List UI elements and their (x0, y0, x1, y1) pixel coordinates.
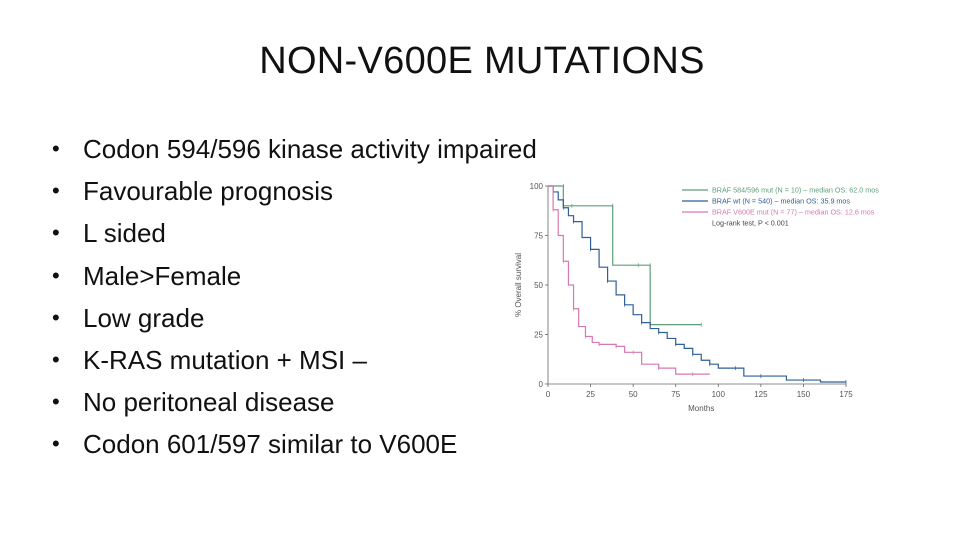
bullet-text: No peritoneal disease (83, 387, 335, 418)
bullet-item: • Codon 601/597 similar to V600E (52, 423, 537, 465)
x-tick-label: 75 (671, 390, 680, 399)
y-tick-label: 50 (534, 281, 543, 290)
bullet-list: • Codon 594/596 kinase activity impaired … (52, 128, 537, 466)
y-tick-label: 100 (530, 182, 544, 191)
x-tick-label: 125 (754, 390, 768, 399)
x-tick-label: 150 (797, 390, 811, 399)
y-tick-label: 75 (534, 232, 543, 241)
x-tick-label: 50 (629, 390, 638, 399)
bullet-icon: • (52, 389, 60, 415)
bullet-text: L sided (83, 218, 166, 249)
series-line-1 (548, 185, 702, 326)
x-tick-label: 0 (546, 390, 551, 399)
bullet-item: • Male>Female (52, 255, 537, 297)
legend-label-3: BRAF V600E mut (N = 77) – median OS: 12.… (712, 208, 875, 217)
y-axis-title: % Overall survival (514, 253, 523, 317)
legend-label-2: BRAF wt (N = 540) – median OS: 35.9 mos (712, 197, 850, 206)
bullet-item: • K-RAS mutation + MSI – (52, 339, 537, 381)
bullet-item: • Codon 594/596 kinase activity impaired (52, 128, 537, 170)
bullet-text: Codon 601/597 similar to V600E (83, 429, 458, 460)
y-tick-label: 25 (534, 331, 543, 340)
logrank-annotation: Log-rank test, P < 0.001 (712, 219, 789, 228)
bullet-item: • No peritoneal disease (52, 381, 537, 423)
bullet-item: • L sided (52, 212, 537, 254)
survival-chart: 0 25 50 75 100 0 25 50 75 100 125 150 175 Months % Ove… (508, 176, 958, 421)
bullet-item: • Low grade (52, 297, 537, 339)
y-tick-label: 0 (539, 380, 544, 389)
slide-title: NON-V600E MUTATIONS (259, 40, 705, 82)
bullet-icon: • (52, 304, 60, 330)
bullet-icon: • (52, 178, 60, 204)
bullet-icon: • (52, 220, 60, 246)
x-tick-label: 25 (586, 390, 595, 399)
bullet-text: K-RAS mutation + MSI – (83, 345, 367, 376)
bullet-icon: • (52, 136, 60, 161)
bullet-text: Codon 594/596 kinase activity impaired (83, 134, 537, 164)
legend-label-1: BRAF 584/596 mut (N = 10) – median OS: 6… (712, 186, 879, 195)
x-axis-title: Months (688, 404, 714, 413)
bullet-icon: • (52, 431, 60, 457)
survival-chart-svg: 0 25 50 75 100 0 25 50 75 100 125 150 175 Months % Ove… (514, 182, 879, 413)
x-tick-label: 100 (712, 390, 726, 399)
bullet-item: • Favourable prognosis (52, 170, 537, 212)
series-line-3 (548, 185, 710, 375)
x-tick-label: 175 (839, 390, 853, 399)
bullet-text: Favourable prognosis (83, 176, 334, 207)
bullet-icon: • (52, 347, 60, 373)
bullet-text: Low grade (83, 302, 205, 333)
bullet-icon: • (52, 262, 60, 288)
bullet-text: Male>Female (83, 260, 242, 291)
